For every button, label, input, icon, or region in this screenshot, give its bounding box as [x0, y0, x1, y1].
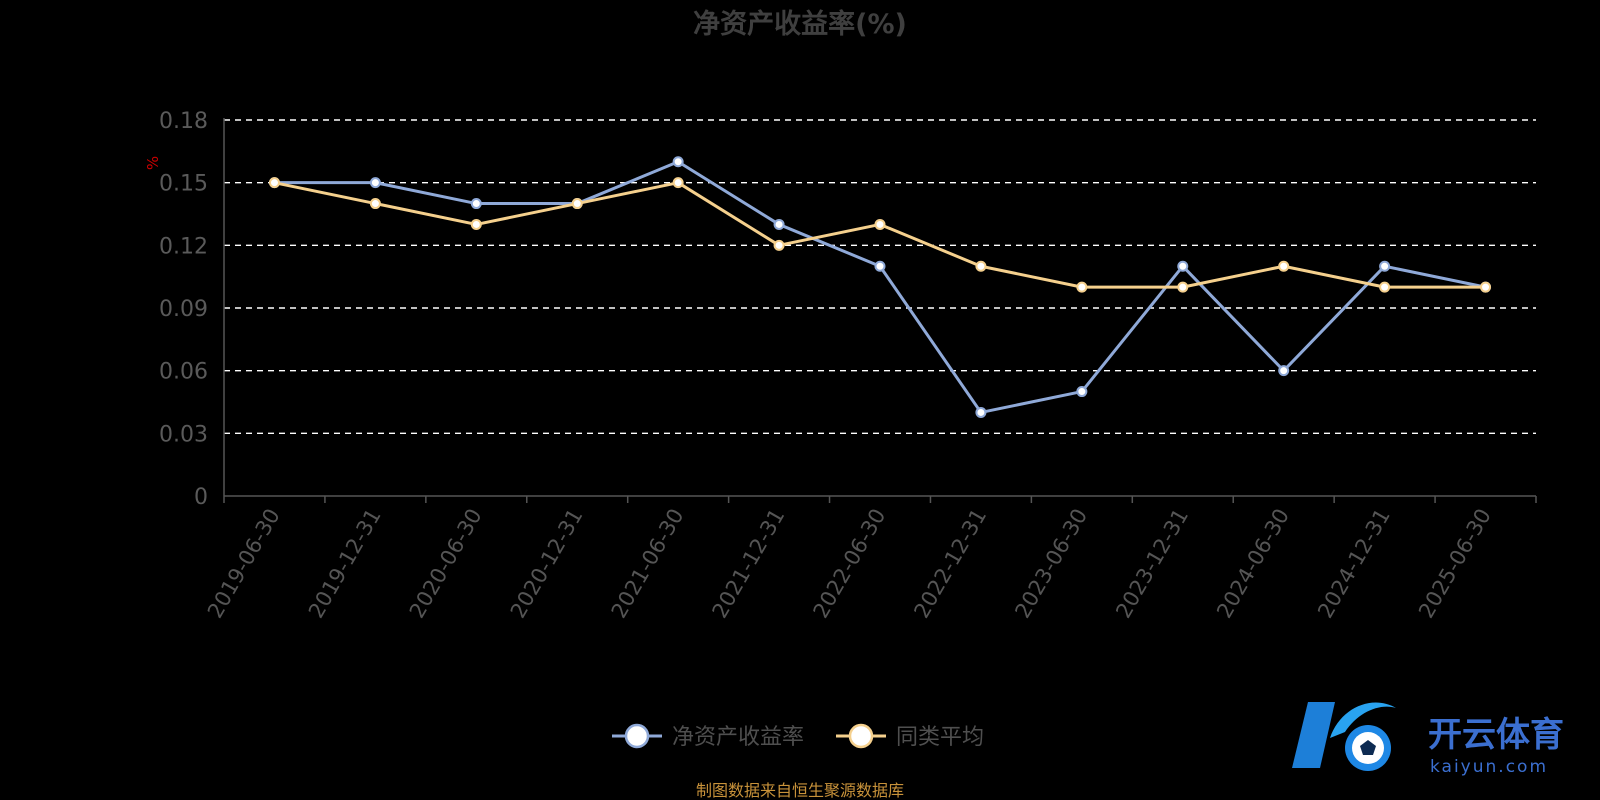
- data-point: [1177, 260, 1189, 272]
- data-point: [369, 198, 381, 210]
- data-point: [470, 218, 482, 230]
- y-tick-label: 0.06: [159, 360, 208, 385]
- x-tick-label: 2023-06-30: [1010, 505, 1092, 623]
- x-tick-label: 2023-12-31: [1111, 505, 1193, 623]
- x-tick-label: 2021-06-30: [607, 505, 689, 623]
- data-point: [874, 218, 886, 230]
- x-tick-label: 2019-06-30: [203, 505, 285, 623]
- legend-marker: [848, 723, 874, 749]
- legend-label: 同类平均: [896, 725, 984, 750]
- series-line: [274, 160, 1486, 414]
- data-point: [268, 177, 280, 189]
- data-point: [1278, 260, 1290, 272]
- y-tick-label: 0.03: [159, 422, 208, 447]
- x-tick-label: 2019-12-31: [304, 505, 386, 623]
- source-note: 制图数据来自恒生聚源数据库: [696, 781, 904, 800]
- data-point: [1076, 281, 1088, 293]
- legend: 净资产收益率 同类平均: [612, 723, 984, 750]
- data-point: [1379, 260, 1391, 272]
- legend-marker: [624, 723, 650, 749]
- y-tick-label: 0.09: [159, 297, 208, 322]
- y-tick-label: 0: [194, 485, 208, 510]
- x-tick-label: 2022-06-30: [809, 505, 891, 623]
- x-tick-label: 2020-12-31: [506, 505, 588, 623]
- data-point: [975, 260, 987, 272]
- data-point: [1379, 281, 1391, 293]
- y-tick-label: 0.12: [159, 234, 208, 259]
- x-tick-label: 2024-12-31: [1313, 505, 1395, 623]
- data-point: [369, 177, 381, 189]
- series: [268, 156, 1492, 418]
- y-tick-label: 0.15: [159, 172, 208, 197]
- watermark-domain: kaiyun.com: [1430, 757, 1548, 777]
- chart-title: 净资产收益率(%): [693, 8, 907, 40]
- y-tick-label: 0.18: [159, 109, 208, 134]
- data-point: [975, 406, 987, 418]
- axes: 0 0.03 0.06 0.09 0.12 0.15 0.18 2019-06-30 2019-…: [159, 109, 1537, 623]
- data-point: [672, 177, 684, 189]
- soccer-ball-k-logo-icon: [1292, 702, 1396, 771]
- data-point: [571, 198, 583, 210]
- data-point: [773, 218, 785, 230]
- x-tick-label: 2025-06-30: [1414, 505, 1496, 623]
- watermark-logo: 开云体育 kaiyun.com: [1292, 702, 1564, 777]
- grid: [224, 119, 1536, 435]
- x-tick-label: 2020-06-30: [405, 505, 487, 623]
- data-point: [1076, 386, 1088, 398]
- data-point: [1278, 365, 1290, 377]
- x-tick-label: 2021-12-31: [708, 505, 790, 623]
- x-tick-label: 2024-06-30: [1212, 505, 1294, 623]
- data-point: [1177, 281, 1189, 293]
- x-tick-label: 2022-12-31: [909, 505, 991, 623]
- data-point: [874, 260, 886, 272]
- data-point: [672, 156, 684, 168]
- y-axis-unit: %: [144, 156, 162, 170]
- data-point: [470, 198, 482, 210]
- data-point: [773, 239, 785, 251]
- watermark-name: 开云体育: [1428, 715, 1564, 755]
- legend-label: 净资产收益率: [672, 725, 804, 750]
- data-point: [1480, 281, 1492, 293]
